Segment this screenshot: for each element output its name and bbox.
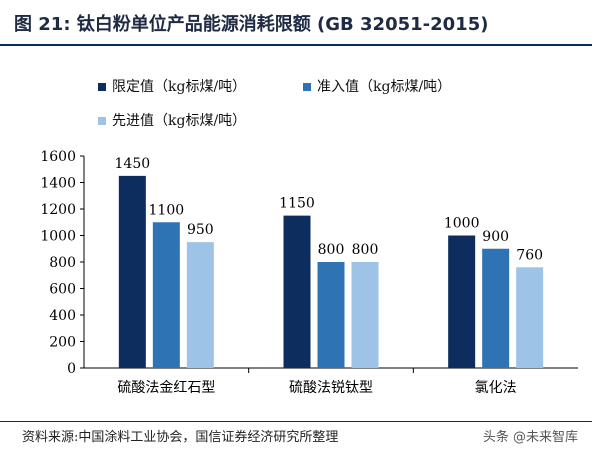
bar-value-label: 760: [516, 247, 543, 263]
y-tick-label: 1400: [40, 176, 76, 192]
legend-item-advanced: 先进值（kg标煤/吨）: [98, 110, 246, 130]
figure-title: 图 21: 钛白粉单位产品能源消耗限额 (GB 32051-2015): [14, 14, 489, 35]
legend-swatch-advanced: [98, 117, 106, 125]
bar: [118, 175, 146, 368]
legend-label-entry: 准入值（kg标煤/吨）: [317, 79, 452, 95]
x-category-label: 硫酸法锐钛型: [289, 380, 373, 396]
footer-rule: [0, 421, 592, 422]
source-note: 资料来源:中国涂料工业协会，国信证券经济研究所整理: [22, 430, 339, 445]
bar-value-label: 800: [352, 242, 379, 258]
legend-label-limit: 限定值（kg标煤/吨）: [112, 79, 247, 95]
legend-item-entry: 准入值（kg标煤/吨）: [303, 76, 451, 96]
title-underline: [0, 44, 592, 46]
bar-value-label: 1100: [149, 202, 185, 218]
bar: [516, 267, 544, 368]
bar-value-label: 800: [318, 242, 345, 258]
legend-swatch-entry: [303, 83, 311, 91]
y-tick-label: 800: [49, 255, 76, 271]
bar: [283, 215, 311, 368]
x-category-label: 氯化法: [475, 380, 517, 396]
y-tick-label: 1200: [40, 202, 76, 218]
bar-value-label: 950: [187, 222, 214, 238]
legend-label-advanced: 先进值（kg标煤/吨）: [112, 113, 247, 129]
y-tick-label: 200: [49, 335, 76, 351]
bar-value-label: 1150: [279, 196, 315, 212]
bar-value-label: 1000: [444, 216, 480, 232]
y-tick-label: 0: [67, 361, 76, 377]
bar: [152, 222, 180, 368]
bar: [351, 262, 379, 368]
y-tick-label: 400: [49, 308, 76, 324]
legend-swatch-limit: [98, 83, 106, 91]
bar-value-label: 1450: [115, 156, 151, 172]
bar: [448, 235, 476, 368]
y-tick-label: 1000: [40, 229, 76, 245]
x-category-label: 硫酸法金红石型: [117, 380, 215, 396]
bar: [186, 242, 214, 368]
title-bar: 图 21: 钛白粉单位产品能源消耗限额 (GB 32051-2015): [0, 0, 592, 48]
y-tick-label: 1600: [40, 149, 76, 165]
bar-value-label: 900: [482, 229, 509, 245]
watermark: 头条 @未来智库: [482, 430, 578, 445]
bar: [317, 262, 345, 368]
legend-item-limit: 限定值（kg标煤/吨）: [98, 76, 246, 96]
y-tick-label: 600: [49, 282, 76, 298]
bar: [482, 248, 510, 368]
